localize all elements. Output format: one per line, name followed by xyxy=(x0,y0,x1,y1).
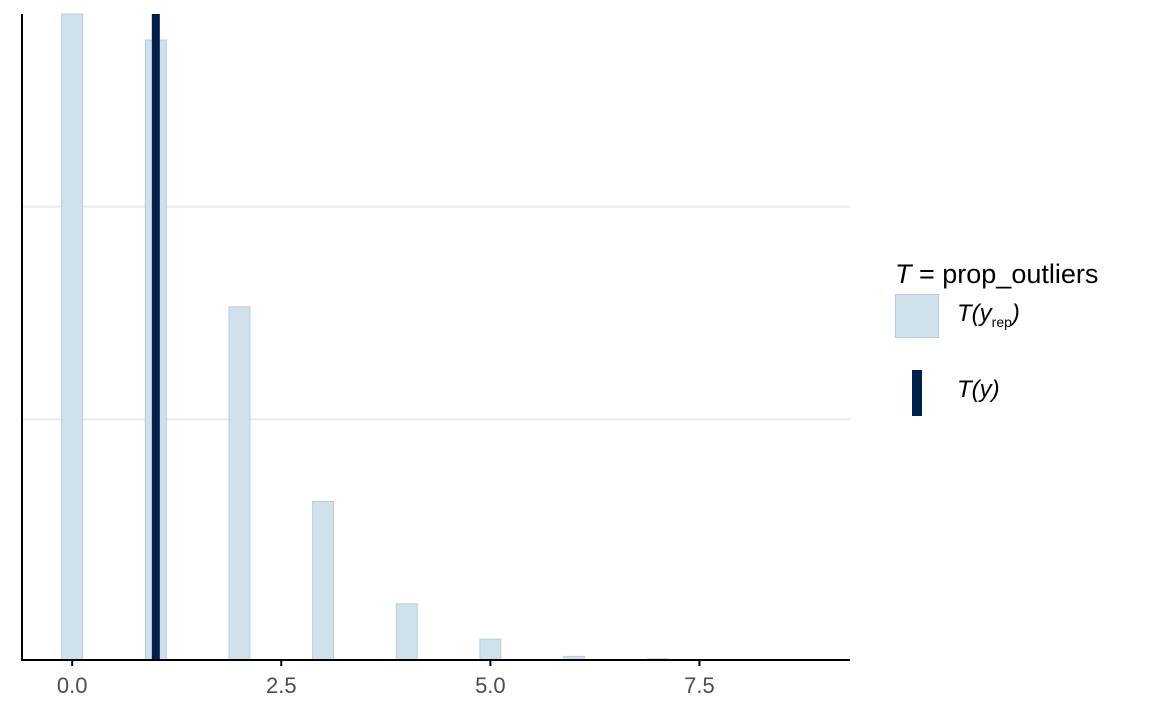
legend: T = prop_outliers T(yrep) T(y) xyxy=(895,256,1145,418)
legend-swatch-yrep xyxy=(895,294,939,338)
x-tick-label-3: 7.5 xyxy=(684,673,715,698)
axes xyxy=(21,14,850,661)
bar-2 xyxy=(228,306,251,661)
legend-label-yrep: T(yrep) xyxy=(957,300,1020,330)
legend-item-yrep: T(yrep) xyxy=(895,294,1145,342)
bar-5 xyxy=(479,638,502,661)
x-tick-label-0: 0.0 xyxy=(57,673,88,698)
legend-item-y: T(y) xyxy=(895,370,1145,418)
x-ticks: 0.0 2.5 5.0 7.5 xyxy=(57,660,715,698)
legend-label-y: T(y) xyxy=(957,376,1000,403)
bar-0 xyxy=(61,13,84,661)
bar-3 xyxy=(312,501,335,661)
x-tick-label-1: 2.5 xyxy=(266,673,297,698)
legend-swatch-y xyxy=(912,370,922,416)
x-tick-label-2: 5.0 xyxy=(475,673,506,698)
legend-title: T = prop_outliers xyxy=(895,259,1099,289)
bar-4 xyxy=(395,603,418,661)
